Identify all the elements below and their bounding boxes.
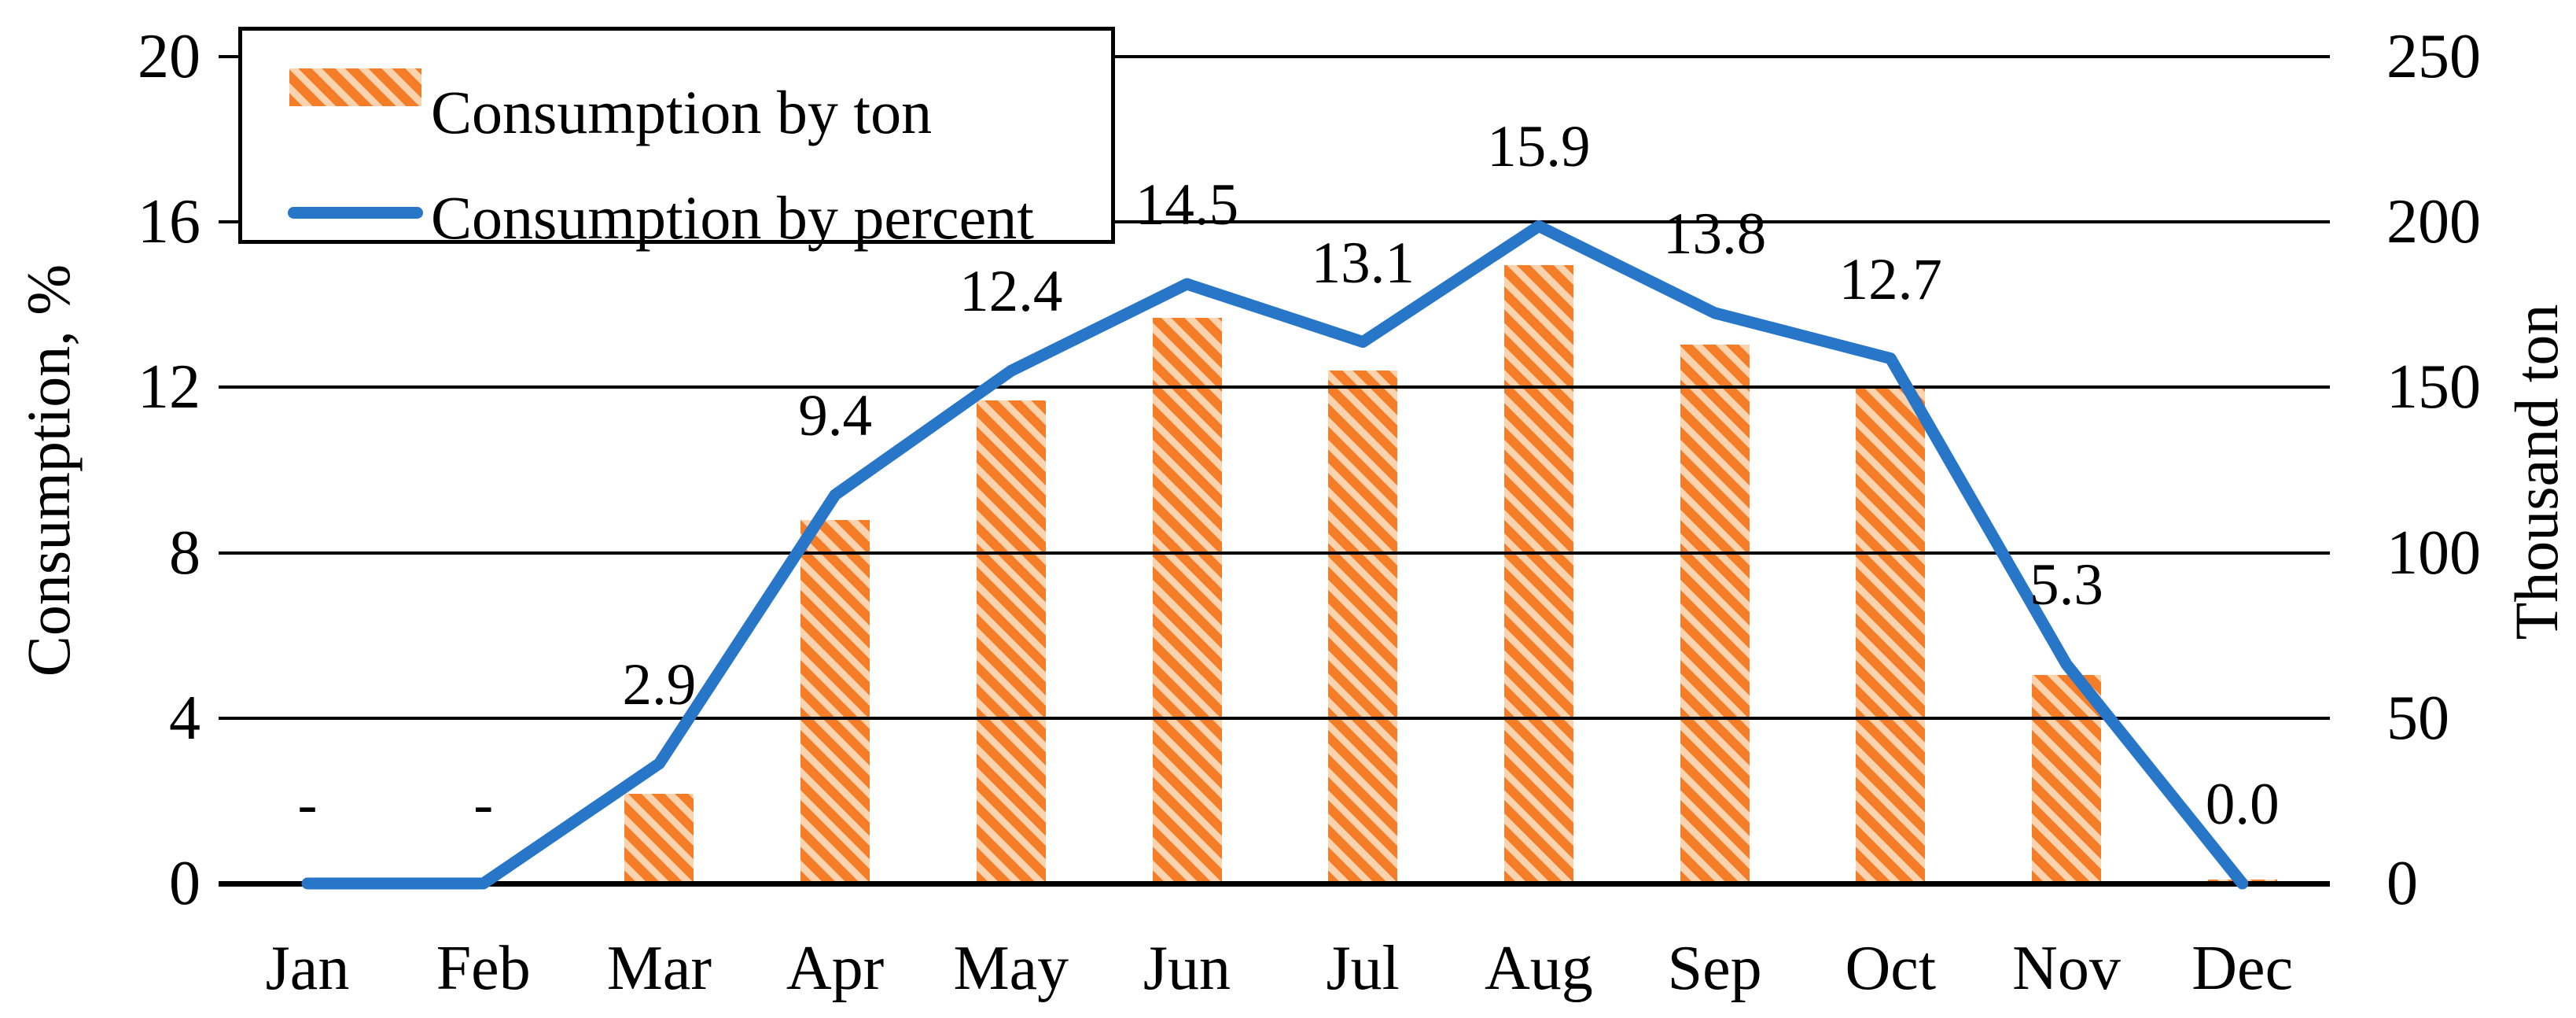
legend-label-percent: Consumption by percent xyxy=(431,183,1034,252)
bar-sep xyxy=(1680,344,1750,883)
bar-jun xyxy=(1152,318,1222,883)
right-axis-tick-label: 100 xyxy=(2386,518,2481,588)
x-axis-label-sep: Sep xyxy=(1667,934,1762,1003)
x-axis-label-jan: Jan xyxy=(265,934,350,1003)
right-axis-tick-label: 150 xyxy=(2386,352,2481,422)
data-label-jan: - xyxy=(297,772,318,837)
right-axis-tick-label: 200 xyxy=(2386,187,2481,257)
percent-line xyxy=(301,219,2249,890)
x-axis-line xyxy=(219,881,2330,887)
x-axis-label-jun: Jun xyxy=(1143,934,1231,1003)
x-axis-label-dec: Dec xyxy=(2191,934,2294,1003)
x-axis-label-mar: Mar xyxy=(606,934,712,1003)
x-axis-label-feb: Feb xyxy=(436,934,531,1003)
bar-oct xyxy=(1856,387,1926,883)
left-axis-title: Consumption, % xyxy=(14,264,83,677)
line-series-swatch-icon xyxy=(288,207,423,219)
right-axis-tick-label: 0 xyxy=(2386,849,2418,918)
left-axis-tick-label: 16 xyxy=(138,187,201,257)
left-axis-tick-label: 20 xyxy=(138,22,201,91)
left-axis-tick-label: 4 xyxy=(169,683,201,753)
legend: Consumption by ton Consumption by percen… xyxy=(238,27,1115,252)
data-label-feb: - xyxy=(473,772,494,837)
data-label-apr: 9.4 xyxy=(798,383,872,449)
gridline xyxy=(219,55,2330,58)
x-axis-label-jul: Jul xyxy=(1326,934,1400,1003)
data-label-mar: 2.9 xyxy=(622,651,697,717)
x-axis-label-nov: Nov xyxy=(2012,934,2121,1003)
right-axis-tick-label: 50 xyxy=(2386,683,2449,753)
x-axis-label-oct: Oct xyxy=(1845,934,1937,1003)
gridline xyxy=(219,220,2330,224)
data-label-dec: 0.0 xyxy=(2205,772,2280,837)
gridline xyxy=(219,551,2330,555)
right-axis-tick-label: 250 xyxy=(2386,22,2481,91)
bar-jul xyxy=(1328,371,1398,883)
bar-aug xyxy=(1503,264,1573,883)
bar-may xyxy=(976,400,1046,883)
data-label-nov: 5.3 xyxy=(2030,552,2103,618)
gridline xyxy=(219,716,2330,720)
data-label-oct: 12.7 xyxy=(1838,246,1942,312)
bar-apr xyxy=(800,519,870,883)
bar-series-swatch-icon xyxy=(289,68,421,106)
data-label-jun: 14.5 xyxy=(1135,172,1239,238)
gridline xyxy=(219,385,2330,389)
left-axis-tick-label: 8 xyxy=(169,518,201,588)
right-axis-title: Thousand ton xyxy=(2502,304,2570,640)
left-axis-tick-label: 12 xyxy=(138,352,201,422)
x-axis-label-aug: Aug xyxy=(1485,934,1593,1003)
data-label-may: 12.4 xyxy=(959,259,1063,325)
data-label-sep: 13.8 xyxy=(1662,201,1767,267)
x-axis-label-may: May xyxy=(953,934,1069,1003)
x-axis-label-apr: Apr xyxy=(786,934,885,1003)
legend-label-ton: Consumption by ton xyxy=(431,78,933,146)
bar-nov xyxy=(2032,675,2101,883)
left-axis-tick-label: 0 xyxy=(169,849,201,918)
data-label-jul: 13.1 xyxy=(1311,230,1415,296)
bar-mar xyxy=(624,794,694,883)
data-label-aug: 15.9 xyxy=(1487,114,1591,180)
